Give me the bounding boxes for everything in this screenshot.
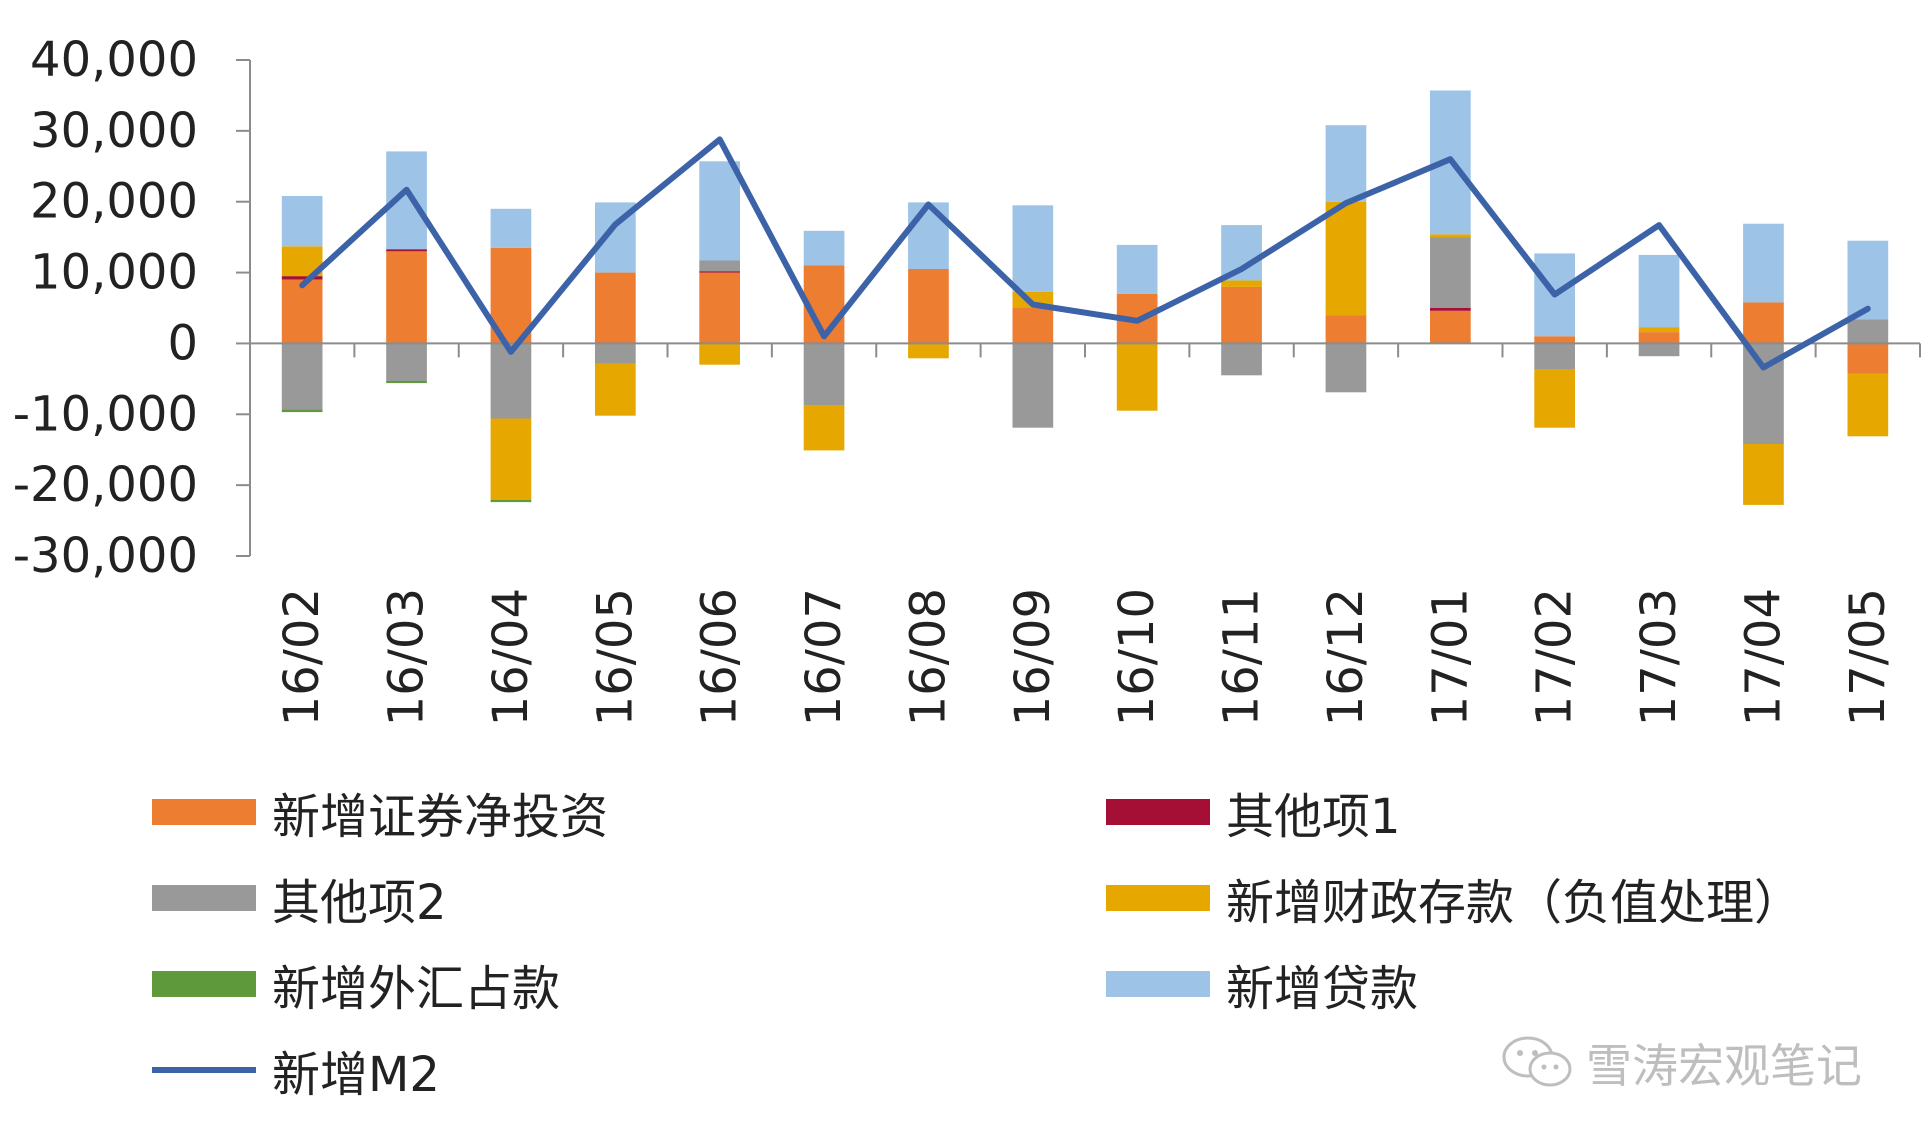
tick-labels-layer: -30,000 -20,000 -10,000 0 10,000 20,000 30,000… xyxy=(13,32,1896,726)
y-tick-label: 30,000 xyxy=(30,103,198,159)
x-tick-label: 16/06 xyxy=(692,588,748,726)
x-tick-label: 17/01 xyxy=(1422,588,1478,726)
bar-segment xyxy=(1221,286,1262,344)
bar-segment xyxy=(490,418,532,500)
bar-segment xyxy=(908,269,949,344)
bar-segment xyxy=(1743,302,1784,344)
bar-segment xyxy=(281,409,323,413)
bar-segment xyxy=(699,272,740,344)
x-tick-label: 16/11 xyxy=(1214,588,1270,726)
bar-segment xyxy=(281,196,323,247)
bar-segment xyxy=(803,343,845,406)
x-tick-label: 16/02 xyxy=(274,588,330,726)
x-tick-label: 16/03 xyxy=(379,588,435,726)
y-tick-label: 20,000 xyxy=(30,174,198,230)
bar-segment xyxy=(1116,244,1158,294)
x-tick-label: 17/05 xyxy=(1840,588,1896,726)
bar-segment xyxy=(595,343,636,364)
bar-segment xyxy=(1847,343,1889,374)
y-tick-label: -10,000 xyxy=(13,386,198,442)
watermark-text: 雪涛宏观笔记 xyxy=(1586,1039,1862,1093)
bar-segment xyxy=(1430,308,1471,311)
bar-segment xyxy=(1325,343,1367,393)
x-tick-label: 16/04 xyxy=(483,588,539,726)
bar-segment xyxy=(1534,336,1575,344)
bar-segment xyxy=(595,272,636,344)
wechat-icon xyxy=(1502,1036,1572,1087)
y-tick-label: -30,000 xyxy=(13,528,198,584)
x-tick-label: 16/09 xyxy=(1005,588,1061,726)
x-tick-label: 16/07 xyxy=(796,588,852,726)
bar-segment xyxy=(281,343,323,410)
bar-segment xyxy=(386,251,427,344)
bar-segment xyxy=(1638,332,1680,344)
bar-segment xyxy=(803,405,845,451)
bar-segment xyxy=(1221,280,1262,287)
bar-segment xyxy=(699,343,740,365)
m2-series-line xyxy=(299,136,1871,371)
bar-segment xyxy=(1116,343,1158,411)
bar-segment xyxy=(490,208,532,248)
x-tick-label: 16/08 xyxy=(900,588,956,726)
watermark: 雪涛宏观笔记 xyxy=(1500,1030,1862,1096)
bar-segment xyxy=(1012,308,1054,344)
bar-segment xyxy=(699,271,740,273)
bar-segment xyxy=(699,260,740,272)
bar-segment xyxy=(1638,327,1680,333)
bar-segment xyxy=(386,343,427,381)
x-tick-label: 17/03 xyxy=(1631,588,1687,726)
bar-segment xyxy=(1221,343,1262,376)
bar-segment xyxy=(1012,205,1054,292)
bar-segment xyxy=(1325,315,1367,344)
x-tick-label: 16/05 xyxy=(587,588,643,726)
bar-segment xyxy=(281,279,323,344)
bar-segment xyxy=(1534,343,1575,370)
bar-segment xyxy=(386,381,427,384)
bar-segment xyxy=(1325,125,1367,202)
bar-segment xyxy=(908,343,949,359)
bar-segment xyxy=(1430,234,1471,238)
bar-segment xyxy=(595,364,636,416)
x-tick-label: 17/04 xyxy=(1735,588,1791,726)
bar-segment xyxy=(1847,319,1889,344)
bar-segment xyxy=(1534,369,1575,428)
bar-segment xyxy=(1325,201,1367,316)
x-tick-label: 16/12 xyxy=(1318,588,1374,726)
bar-segment xyxy=(281,276,323,280)
bar-segment xyxy=(490,500,532,503)
bar-segment xyxy=(699,161,740,261)
bar-segment xyxy=(803,230,845,266)
y-tick-label: -20,000 xyxy=(13,457,198,513)
y-tick-label: 0 xyxy=(167,315,198,371)
bar-segment xyxy=(1012,343,1054,428)
bar-segment xyxy=(386,249,427,252)
bars-layer xyxy=(281,90,1889,505)
bar-segment xyxy=(1743,444,1784,505)
bar-segment xyxy=(1743,223,1784,303)
bar-segment xyxy=(490,343,532,419)
bar-segment xyxy=(1638,254,1680,328)
y-tick-label: 40,000 xyxy=(30,32,198,88)
axes-layer xyxy=(236,59,1921,557)
bar-segment xyxy=(1847,373,1889,437)
x-tick-label: 17/02 xyxy=(1527,588,1583,726)
x-tick-label: 16/10 xyxy=(1109,588,1165,726)
bar-segment xyxy=(1430,237,1471,308)
bar-segment xyxy=(908,202,949,269)
y-tick-label: 10,000 xyxy=(30,245,198,301)
m2-line-layer xyxy=(299,136,1871,371)
bar-segment xyxy=(1638,343,1680,357)
bar-segment xyxy=(1430,310,1471,344)
